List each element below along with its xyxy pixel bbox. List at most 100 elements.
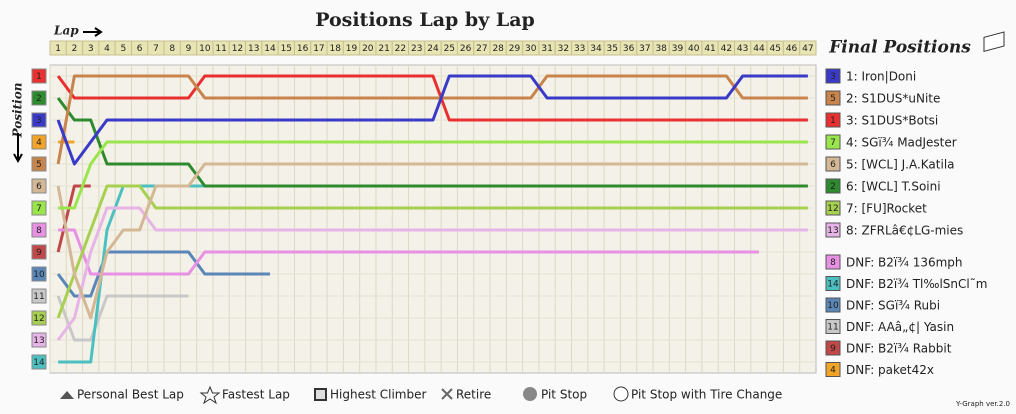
legend-item: Retire: [456, 388, 491, 402]
legend-box: [825, 156, 841, 172]
position-box: [31, 354, 47, 370]
legend-label: 5: [WCL] J.A.Katila: [846, 158, 955, 172]
lap-label: 13: [248, 44, 259, 54]
legend-label: 8: ZFRLâ€¢LG-mies: [846, 224, 963, 238]
lap-label: 34: [590, 44, 602, 54]
legend-box: [825, 112, 841, 128]
legend-label: DNF: SGï¾ Rubi: [846, 299, 940, 313]
legend-label: DNF: AAâ„¢| Yasin: [846, 320, 954, 334]
lap-label: 31: [541, 44, 552, 54]
y-tick-label: 6: [36, 182, 42, 192]
lap-label: 45: [770, 44, 781, 54]
y-tick-label: 13: [33, 336, 44, 346]
series-line: [56, 184, 808, 319]
series-line: [56, 74, 808, 122]
legend-icon: [60, 391, 74, 399]
legend-start: 9: [830, 344, 836, 354]
legend-label: 2: S1DUS*uNite: [846, 92, 940, 106]
lap-label: 3: [88, 44, 94, 54]
lap-label: 39: [672, 44, 684, 54]
legend-box: [825, 68, 841, 84]
lap-label: 32: [558, 44, 569, 54]
legend-box: [825, 254, 841, 270]
legend-icon: [523, 387, 537, 401]
lap-label: 25: [444, 44, 455, 54]
legend-start: 5: [830, 94, 836, 104]
y-axis-label: Position: [11, 83, 25, 139]
y-tick-label: 14: [33, 358, 45, 368]
legend-label: 6: [WCL] T.Soini: [846, 180, 941, 194]
lap-label: 15: [281, 44, 292, 54]
legend-start: 4: [830, 366, 836, 376]
legend-box: [825, 319, 841, 334]
lap-label: 27: [476, 44, 487, 54]
position-box: [31, 310, 47, 326]
position-box: [31, 90, 47, 106]
legend-label: DNF: B2ï¾ 136mph: [846, 256, 963, 270]
y-tick-label: 2: [36, 94, 42, 104]
position-box: [31, 332, 47, 348]
panel-title: Final Positions: [828, 38, 971, 58]
credit: Y-Graph ver.2.0: [955, 400, 1010, 408]
lap-label: 4: [104, 44, 110, 54]
series-line: [56, 162, 808, 320]
legend-icon: [199, 385, 221, 405]
lap-label: 43: [737, 44, 748, 54]
position-box: [31, 266, 47, 282]
lap-label: 29: [509, 44, 521, 54]
legend-item: Personal Best Lap: [77, 388, 184, 402]
lap-label: 9: [186, 44, 192, 54]
legend-start: 12: [827, 204, 838, 214]
legend-start: 13: [827, 226, 838, 236]
legend-start: 11: [827, 323, 838, 333]
chart-title: Positions Lap by Lap: [315, 9, 535, 31]
legend-start: 2: [830, 182, 836, 192]
legend-start: 1: [830, 116, 836, 126]
series-line: [56, 74, 808, 165]
legend-start: 8: [830, 258, 836, 268]
lap-label: 11: [215, 44, 226, 54]
lap-label: 14: [264, 44, 276, 54]
legend-label: DNF: B2ï¾ Rabbit: [846, 342, 952, 356]
position-box: [31, 244, 47, 260]
legend-label: 4: SGï¾ MadJester: [846, 136, 957, 150]
legend-item: Pit Stop with Tire Change: [631, 388, 782, 402]
legend-box: [825, 297, 841, 313]
plot-area: [49, 64, 817, 374]
position-box: [31, 134, 47, 150]
lap-label: 24: [427, 44, 439, 54]
lap-label: 7: [153, 44, 159, 54]
series-line: [56, 206, 808, 341]
lap-label: 26: [460, 44, 472, 54]
position-box: [31, 156, 47, 172]
legend-box: [825, 222, 841, 238]
lap-label: 12: [232, 44, 243, 54]
y-tick-label: 1: [36, 72, 42, 82]
legend-start: 3: [830, 72, 836, 82]
lap-label: 47: [802, 44, 813, 54]
legend-box: [825, 200, 841, 216]
lap-label: 16: [297, 44, 309, 54]
x-axis-label: Lap: [53, 24, 79, 38]
flag: [983, 31, 1005, 52]
x-arrow: [83, 27, 103, 37]
legend-label: DNF: B2ï¾ Tl‰lSnCl˜m: [846, 277, 987, 291]
y-tick-label: 9: [36, 248, 42, 258]
lap-header: [799, 40, 817, 56]
y-tick-label: 8: [36, 226, 42, 236]
series-line: [56, 97, 808, 188]
legend-icon: [441, 388, 453, 400]
lap-label: 5: [120, 44, 126, 54]
series-line: [56, 250, 270, 298]
lap-label: 30: [525, 44, 537, 54]
legend-label: 7: [FU]Rocket: [846, 202, 927, 216]
lap-label: 19: [346, 44, 358, 54]
y-arrow: [13, 133, 23, 164]
lap-label: 37: [639, 44, 650, 54]
lap-label: 33: [574, 44, 585, 54]
lap-label: 41: [704, 44, 715, 54]
lap-label: 1: [55, 44, 61, 54]
y-tick-label: 5: [36, 160, 42, 170]
legend-item: Pit Stop: [541, 388, 587, 402]
lap-label: 17: [313, 44, 324, 54]
